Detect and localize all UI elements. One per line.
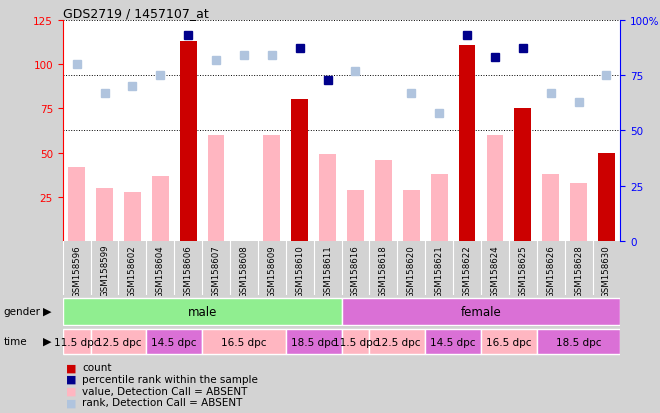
Text: GSM158626: GSM158626 — [546, 244, 555, 297]
Text: 14.5 dpc: 14.5 dpc — [430, 337, 476, 347]
Text: GSM158610: GSM158610 — [295, 244, 304, 297]
Bar — [63, 329, 90, 355]
Text: GSM158608: GSM158608 — [240, 244, 248, 297]
Bar — [68, 167, 85, 242]
Text: ▶: ▶ — [43, 336, 51, 346]
Text: GSM158602: GSM158602 — [128, 244, 137, 297]
Text: GSM158596: GSM158596 — [72, 244, 81, 297]
Bar — [598, 153, 615, 242]
Text: 18.5 dpc: 18.5 dpc — [291, 337, 337, 347]
Text: GSM158604: GSM158604 — [156, 244, 165, 297]
Bar — [180, 42, 197, 242]
Text: GSM158624: GSM158624 — [490, 244, 500, 297]
Text: rank, Detection Call = ABSENT: rank, Detection Call = ABSENT — [82, 397, 243, 407]
Bar — [481, 329, 537, 355]
Text: 18.5 dpc: 18.5 dpc — [556, 337, 601, 347]
Bar — [342, 298, 620, 325]
Text: 16.5 dpc: 16.5 dpc — [486, 337, 531, 347]
Bar — [90, 329, 147, 355]
Text: GSM158622: GSM158622 — [463, 244, 471, 297]
Text: percentile rank within the sample: percentile rank within the sample — [82, 374, 258, 384]
Bar — [459, 45, 475, 242]
Text: ■: ■ — [66, 374, 77, 384]
Bar — [347, 190, 364, 242]
Bar — [152, 176, 169, 242]
Bar — [96, 189, 113, 242]
Bar — [486, 135, 504, 242]
Bar — [202, 329, 286, 355]
Bar — [403, 190, 420, 242]
Bar — [263, 135, 280, 242]
Text: GSM158609: GSM158609 — [267, 244, 277, 297]
Text: count: count — [82, 363, 112, 373]
Text: GSM158625: GSM158625 — [518, 244, 527, 297]
Bar — [431, 174, 447, 242]
Text: GSM158616: GSM158616 — [351, 244, 360, 297]
Text: 14.5 dpc: 14.5 dpc — [152, 337, 197, 347]
Text: ■: ■ — [66, 386, 77, 396]
Text: value, Detection Call = ABSENT: value, Detection Call = ABSENT — [82, 386, 248, 396]
Text: 16.5 dpc: 16.5 dpc — [221, 337, 267, 347]
Text: GSM158599: GSM158599 — [100, 244, 109, 297]
Bar — [342, 329, 370, 355]
Text: ■: ■ — [66, 397, 77, 407]
Bar — [124, 192, 141, 242]
Bar — [63, 298, 342, 325]
Bar — [370, 329, 425, 355]
Text: time: time — [3, 336, 27, 346]
Text: ▶: ▶ — [43, 306, 51, 316]
Bar — [319, 155, 336, 242]
Text: GSM158611: GSM158611 — [323, 244, 332, 297]
Bar — [543, 174, 559, 242]
Bar — [425, 329, 481, 355]
Text: 11.5 dpc: 11.5 dpc — [54, 337, 100, 347]
Text: GSM158618: GSM158618 — [379, 244, 388, 297]
Text: male: male — [187, 305, 217, 318]
Text: GSM158606: GSM158606 — [183, 244, 193, 297]
Bar — [147, 329, 202, 355]
Text: GSM158621: GSM158621 — [435, 244, 444, 297]
Text: GSM158620: GSM158620 — [407, 244, 416, 297]
Bar — [537, 329, 620, 355]
Text: female: female — [461, 305, 502, 318]
Text: GSM158628: GSM158628 — [574, 244, 583, 297]
Text: 12.5 dpc: 12.5 dpc — [375, 337, 420, 347]
Text: GSM158607: GSM158607 — [212, 244, 220, 297]
Text: gender: gender — [3, 306, 40, 316]
Bar — [291, 100, 308, 242]
Bar — [514, 109, 531, 242]
Bar — [286, 329, 342, 355]
Text: GSM158630: GSM158630 — [602, 244, 611, 297]
Bar — [208, 135, 224, 242]
Bar — [375, 160, 392, 242]
Text: 11.5 dpc: 11.5 dpc — [333, 337, 378, 347]
Text: ■: ■ — [66, 363, 77, 373]
Text: GDS2719 / 1457107_at: GDS2719 / 1457107_at — [63, 7, 209, 19]
Bar — [570, 183, 587, 242]
Text: 12.5 dpc: 12.5 dpc — [96, 337, 141, 347]
